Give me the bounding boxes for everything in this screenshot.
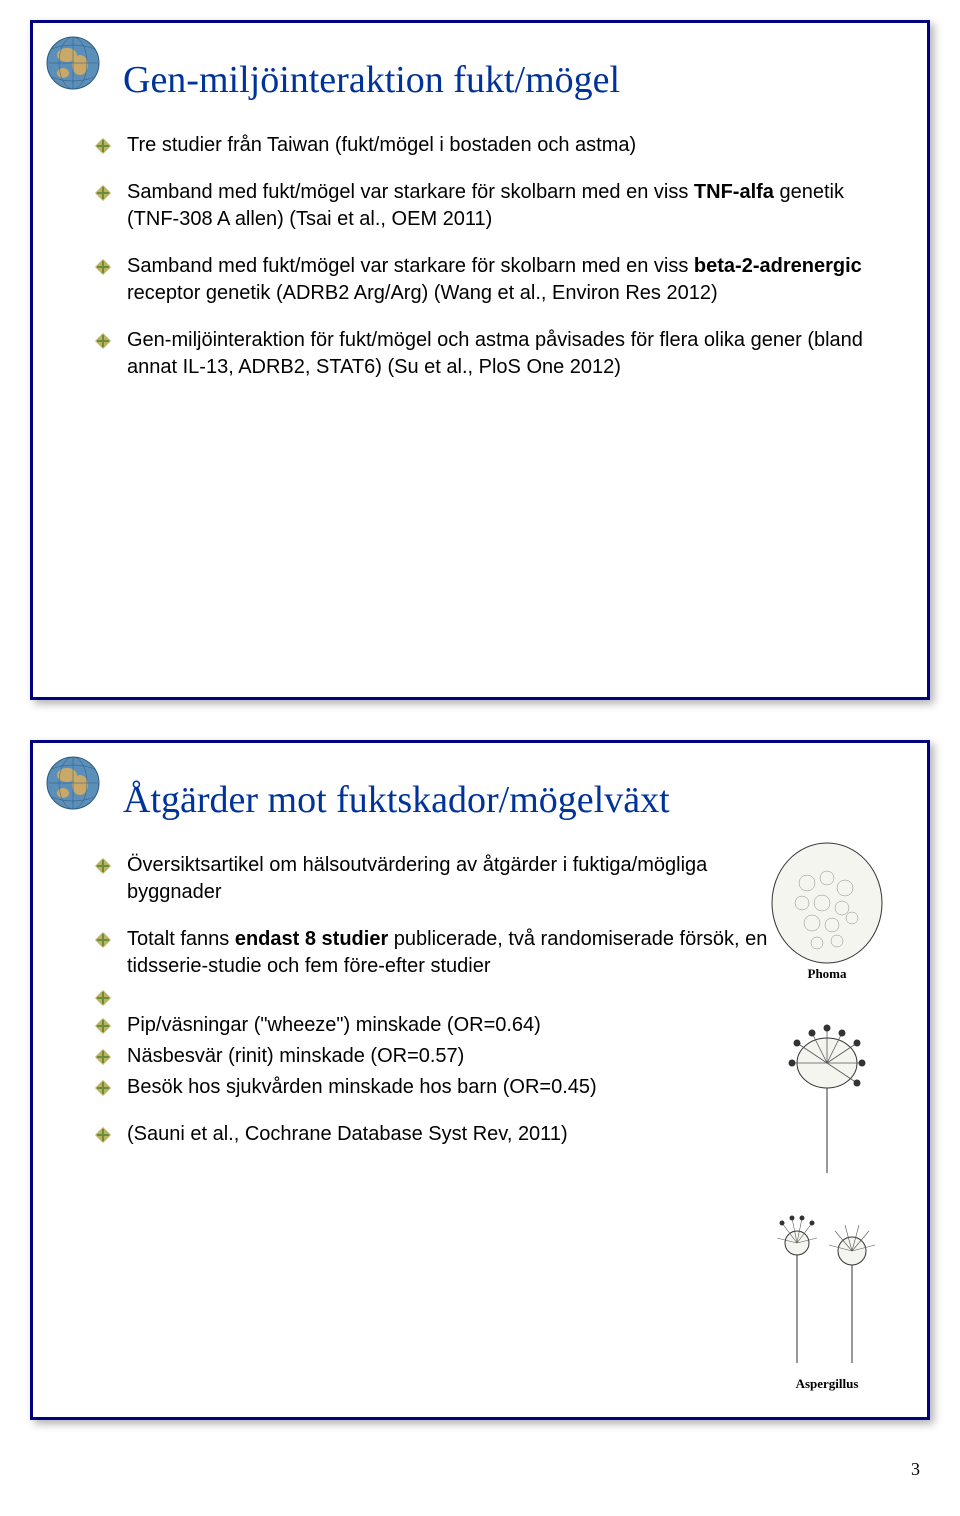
bullet-item: Översiktsartikel om hälsoutvärdering av …: [93, 852, 773, 906]
bullet-icon: [93, 136, 113, 156]
slide-2-title: Åtgärder mot fuktskador/mögelväxt: [123, 778, 887, 822]
aspergillus-illustration: Aspergillus: [757, 1193, 897, 1393]
globe-icon: [45, 755, 101, 811]
slide-1-title: Gen-miljöinteraktion fukt/mögel: [123, 58, 887, 102]
bullet-item: Samband med fukt/mögel var starkare för …: [93, 253, 887, 307]
svg-text:Phoma: Phoma: [808, 966, 848, 981]
bullet-icon: [93, 1047, 113, 1067]
bullet-text: Gen-miljöinteraktion för fukt/mögel och …: [127, 327, 887, 381]
slide-1: Gen-miljöinteraktion fukt/mögel Tre stud…: [30, 20, 930, 700]
bullet-item: Samband med fukt/mögel var starkare för …: [93, 179, 887, 233]
phoma-illustration: Phoma: [757, 833, 897, 983]
bullet-icon: [93, 257, 113, 277]
slide-2-bullets: Översiktsartikel om hälsoutvärdering av …: [93, 852, 773, 1148]
bullet-text: (Sauni et al., Cochrane Database Syst Re…: [127, 1121, 773, 1148]
bullet-text: Näsbesvär (rinit) minskade (OR=0.57): [127, 1043, 773, 1070]
bullet-item: Tre studier från Taiwan (fukt/mögel i bo…: [93, 132, 887, 159]
bullet-text: Översiktsartikel om hälsoutvärdering av …: [127, 852, 773, 906]
bullet-item: (Sauni et al., Cochrane Database Syst Re…: [93, 1121, 773, 1148]
bullet-text: Samband med fukt/mögel var starkare för …: [127, 179, 887, 233]
bullet-item: Näsbesvär (rinit) minskade (OR=0.57): [93, 1043, 773, 1070]
bullet-item-empty: [93, 984, 773, 1008]
bullet-item: Pip/väsningar ("wheeze") minskade (OR=0.…: [93, 1012, 773, 1039]
svg-text:Aspergillus: Aspergillus: [796, 1376, 859, 1391]
bullet-icon: [93, 1125, 113, 1145]
bullet-item: Gen-miljöinteraktion för fukt/mögel och …: [93, 327, 887, 381]
bullet-icon: [93, 856, 113, 876]
bullet-text: Tre studier från Taiwan (fukt/mögel i bo…: [127, 132, 887, 159]
bullet-icon: [93, 1078, 113, 1098]
mold-illustration: [757, 1003, 897, 1183]
bullet-icon: [93, 331, 113, 351]
slide-1-bullets: Tre studier från Taiwan (fukt/mögel i bo…: [93, 132, 887, 381]
globe-icon: [45, 35, 101, 91]
bullet-text: Besök hos sjukvården minskade hos barn (…: [127, 1074, 773, 1101]
page-number: 3: [911, 1459, 920, 1480]
bullet-item: Besök hos sjukvården minskade hos barn (…: [93, 1074, 773, 1101]
bullet-icon: [93, 183, 113, 203]
slide-2: Åtgärder mot fuktskador/mögelväxt Phoma: [30, 740, 930, 1420]
bullet-icon: [93, 930, 113, 950]
bullet-icon: [93, 988, 113, 1008]
bullet-text: Pip/väsningar ("wheeze") minskade (OR=0.…: [127, 1012, 773, 1039]
bullet-text: Totalt fanns endast 8 studier publicerad…: [127, 926, 773, 980]
bullet-item: Totalt fanns endast 8 studier publicerad…: [93, 926, 773, 980]
bullet-text: Samband med fukt/mögel var starkare för …: [127, 253, 887, 307]
bullet-text: [127, 984, 773, 996]
bullet-icon: [93, 1016, 113, 1036]
